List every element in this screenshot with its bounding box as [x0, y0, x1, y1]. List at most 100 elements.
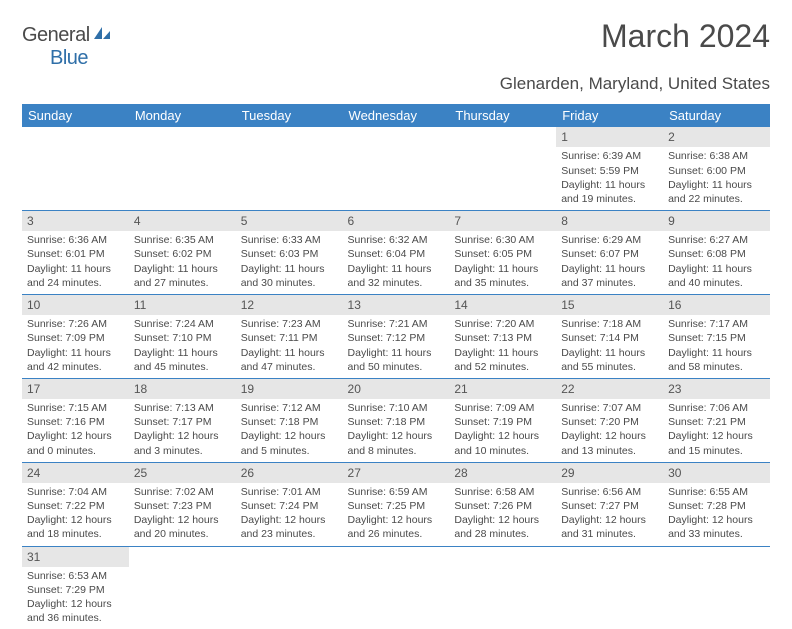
- calendar-cell: 9Sunrise: 6:27 AMSunset: 6:08 PMDaylight…: [663, 211, 770, 295]
- calendar-cell: 14Sunrise: 7:20 AMSunset: 7:13 PMDayligh…: [449, 294, 556, 378]
- sunset-text: Sunset: 7:26 PM: [454, 499, 551, 513]
- sunset-text: Sunset: 7:14 PM: [561, 331, 658, 345]
- calendar-cell: 13Sunrise: 7:21 AMSunset: 7:12 PMDayligh…: [343, 294, 450, 378]
- day-number: 25: [129, 463, 236, 483]
- day-number: 17: [22, 379, 129, 399]
- day-info: Sunrise: 7:01 AMSunset: 7:24 PMDaylight:…: [240, 485, 339, 542]
- sunrise-text: Sunrise: 6:32 AM: [348, 233, 445, 247]
- day-number: 4: [129, 211, 236, 231]
- sunset-text: Sunset: 5:59 PM: [561, 164, 658, 178]
- weekday-header: Thursday: [449, 104, 556, 127]
- weekday-header-row: Sunday Monday Tuesday Wednesday Thursday…: [22, 104, 770, 127]
- calendar-row: 1Sunrise: 6:39 AMSunset: 5:59 PMDaylight…: [22, 127, 770, 210]
- weekday-header: Friday: [556, 104, 663, 127]
- calendar-cell: 19Sunrise: 7:12 AMSunset: 7:18 PMDayligh…: [236, 378, 343, 462]
- daylight-text: Daylight: 12 hours and 31 minutes.: [561, 513, 658, 541]
- day-number: 31: [22, 547, 129, 567]
- daylight-text: Daylight: 11 hours and 24 minutes.: [27, 262, 124, 290]
- day-info: Sunrise: 6:36 AMSunset: 6:01 PMDaylight:…: [26, 233, 125, 290]
- logo: GeneralBlue: [22, 18, 112, 70]
- calendar-cell: 16Sunrise: 7:17 AMSunset: 7:15 PMDayligh…: [663, 294, 770, 378]
- day-number: 14: [449, 295, 556, 315]
- day-number: 1: [556, 127, 663, 147]
- weekday-header: Sunday: [22, 104, 129, 127]
- calendar-cell: 12Sunrise: 7:23 AMSunset: 7:11 PMDayligh…: [236, 294, 343, 378]
- calendar-cell: [236, 127, 343, 210]
- calendar-cell: [129, 546, 236, 629]
- sunrise-text: Sunrise: 6:29 AM: [561, 233, 658, 247]
- daylight-text: Daylight: 11 hours and 37 minutes.: [561, 262, 658, 290]
- day-info: Sunrise: 6:53 AMSunset: 7:29 PMDaylight:…: [26, 569, 125, 626]
- day-number: 20: [343, 379, 450, 399]
- sunset-text: Sunset: 7:23 PM: [134, 499, 231, 513]
- day-number: 2: [663, 127, 770, 147]
- day-info: Sunrise: 7:13 AMSunset: 7:17 PMDaylight:…: [133, 401, 232, 458]
- day-number: 29: [556, 463, 663, 483]
- sunset-text: Sunset: 6:07 PM: [561, 247, 658, 261]
- day-info: Sunrise: 7:15 AMSunset: 7:16 PMDaylight:…: [26, 401, 125, 458]
- sunrise-text: Sunrise: 6:56 AM: [561, 485, 658, 499]
- day-info: Sunrise: 7:06 AMSunset: 7:21 PMDaylight:…: [667, 401, 766, 458]
- daylight-text: Daylight: 11 hours and 19 minutes.: [561, 178, 658, 206]
- daylight-text: Daylight: 12 hours and 20 minutes.: [134, 513, 231, 541]
- daylight-text: Daylight: 12 hours and 26 minutes.: [348, 513, 445, 541]
- sunrise-text: Sunrise: 7:26 AM: [27, 317, 124, 331]
- day-number: 21: [449, 379, 556, 399]
- sunrise-text: Sunrise: 7:01 AM: [241, 485, 338, 499]
- day-info: Sunrise: 6:29 AMSunset: 6:07 PMDaylight:…: [560, 233, 659, 290]
- daylight-text: Daylight: 11 hours and 47 minutes.: [241, 346, 338, 374]
- day-info: Sunrise: 6:27 AMSunset: 6:08 PMDaylight:…: [667, 233, 766, 290]
- calendar-cell: 31Sunrise: 6:53 AMSunset: 7:29 PMDayligh…: [22, 546, 129, 629]
- calendar-cell: 22Sunrise: 7:07 AMSunset: 7:20 PMDayligh…: [556, 378, 663, 462]
- sunrise-text: Sunrise: 7:10 AM: [348, 401, 445, 415]
- sunrise-text: Sunrise: 7:23 AM: [241, 317, 338, 331]
- day-number: 26: [236, 463, 343, 483]
- sunset-text: Sunset: 7:10 PM: [134, 331, 231, 345]
- sunrise-text: Sunrise: 6:33 AM: [241, 233, 338, 247]
- daylight-text: Daylight: 11 hours and 22 minutes.: [668, 178, 765, 206]
- day-number: 8: [556, 211, 663, 231]
- day-number: 18: [129, 379, 236, 399]
- day-info: Sunrise: 6:59 AMSunset: 7:25 PMDaylight:…: [347, 485, 446, 542]
- sunset-text: Sunset: 7:22 PM: [27, 499, 124, 513]
- daylight-text: Daylight: 11 hours and 35 minutes.: [454, 262, 551, 290]
- calendar-cell: [343, 127, 450, 210]
- calendar-cell: [663, 546, 770, 629]
- daylight-text: Daylight: 12 hours and 3 minutes.: [134, 429, 231, 457]
- daylight-text: Daylight: 12 hours and 13 minutes.: [561, 429, 658, 457]
- sunrise-text: Sunrise: 7:06 AM: [668, 401, 765, 415]
- sunset-text: Sunset: 6:02 PM: [134, 247, 231, 261]
- sunset-text: Sunset: 7:27 PM: [561, 499, 658, 513]
- weekday-header: Monday: [129, 104, 236, 127]
- day-number: 13: [343, 295, 450, 315]
- day-number: 22: [556, 379, 663, 399]
- day-info: Sunrise: 7:23 AMSunset: 7:11 PMDaylight:…: [240, 317, 339, 374]
- calendar-cell: [449, 127, 556, 210]
- sunrise-text: Sunrise: 7:04 AM: [27, 485, 124, 499]
- daylight-text: Daylight: 11 hours and 55 minutes.: [561, 346, 658, 374]
- calendar-cell: 7Sunrise: 6:30 AMSunset: 6:05 PMDaylight…: [449, 211, 556, 295]
- calendar-cell: 28Sunrise: 6:58 AMSunset: 7:26 PMDayligh…: [449, 462, 556, 546]
- sunrise-text: Sunrise: 7:18 AM: [561, 317, 658, 331]
- day-info: Sunrise: 7:09 AMSunset: 7:19 PMDaylight:…: [453, 401, 552, 458]
- day-number: 11: [129, 295, 236, 315]
- daylight-text: Daylight: 11 hours and 40 minutes.: [668, 262, 765, 290]
- calendar-cell: 11Sunrise: 7:24 AMSunset: 7:10 PMDayligh…: [129, 294, 236, 378]
- calendar-cell: 5Sunrise: 6:33 AMSunset: 6:03 PMDaylight…: [236, 211, 343, 295]
- day-info: Sunrise: 7:07 AMSunset: 7:20 PMDaylight:…: [560, 401, 659, 458]
- sunset-text: Sunset: 7:20 PM: [561, 415, 658, 429]
- calendar-cell: 27Sunrise: 6:59 AMSunset: 7:25 PMDayligh…: [343, 462, 450, 546]
- weekday-header: Saturday: [663, 104, 770, 127]
- sunset-text: Sunset: 7:18 PM: [348, 415, 445, 429]
- calendar-cell: [236, 546, 343, 629]
- calendar-table: Sunday Monday Tuesday Wednesday Thursday…: [22, 104, 770, 629]
- header: GeneralBlue March 2024: [22, 18, 770, 70]
- daylight-text: Daylight: 11 hours and 30 minutes.: [241, 262, 338, 290]
- sunset-text: Sunset: 7:21 PM: [668, 415, 765, 429]
- day-info: Sunrise: 7:17 AMSunset: 7:15 PMDaylight:…: [667, 317, 766, 374]
- daylight-text: Daylight: 12 hours and 5 minutes.: [241, 429, 338, 457]
- calendar-cell: 20Sunrise: 7:10 AMSunset: 7:18 PMDayligh…: [343, 378, 450, 462]
- calendar-body: 1Sunrise: 6:39 AMSunset: 5:59 PMDaylight…: [22, 127, 770, 629]
- sunrise-text: Sunrise: 6:35 AM: [134, 233, 231, 247]
- sunset-text: Sunset: 6:04 PM: [348, 247, 445, 261]
